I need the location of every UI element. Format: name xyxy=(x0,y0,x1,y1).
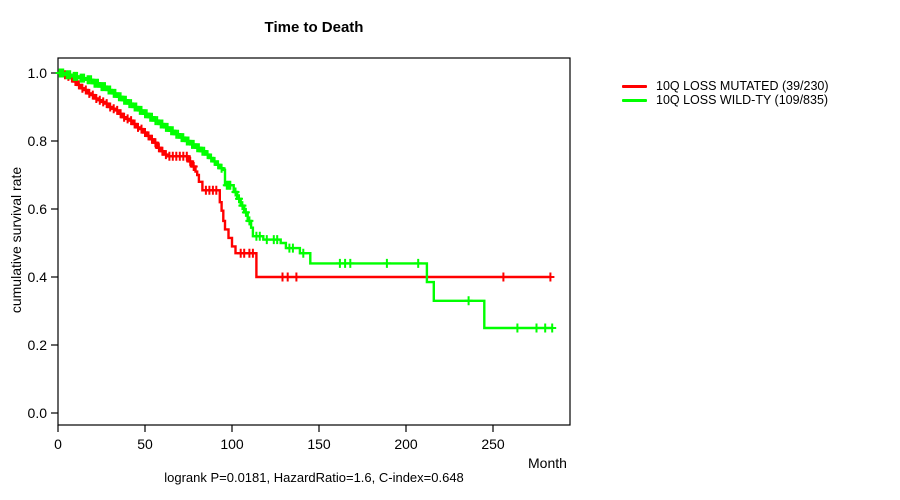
censor-mark-1 xyxy=(299,248,308,258)
legend-line-wildtype-icon xyxy=(622,98,647,102)
censor-mark-1 xyxy=(231,187,240,197)
x-tick-label: 150 xyxy=(307,436,331,452)
y-tick-label: 0.2 xyxy=(28,337,48,353)
y-tick-label: 0.0 xyxy=(28,405,48,421)
plot-frame xyxy=(57,57,571,426)
x-tick-label: 250 xyxy=(481,436,505,452)
censor-mark-0 xyxy=(212,185,221,195)
censor-mark-1 xyxy=(288,243,297,253)
censor-mark-1 xyxy=(464,296,473,306)
censor-mark-1 xyxy=(548,323,557,333)
censor-mark-1 xyxy=(414,258,423,268)
x-axis-label: Month xyxy=(528,455,567,471)
legend-item-mutated: 10Q LOSS MUTATED (39/230) xyxy=(622,79,829,93)
censor-mark-1 xyxy=(235,194,243,204)
censor-mark-1 xyxy=(273,235,282,245)
legend-label-wildtype: 10Q LOSS WILD-TY (109/835) xyxy=(656,93,829,107)
chart-title: Time to Death xyxy=(264,19,364,36)
censor-mark-1 xyxy=(541,323,550,333)
x-tick-label: 50 xyxy=(137,436,153,452)
censor-mark-1 xyxy=(262,235,271,245)
censor-mark-0 xyxy=(186,156,195,166)
censor-mark-0 xyxy=(248,248,257,258)
x-tick-label: 0 xyxy=(54,436,62,452)
y-tick-label: 1.0 xyxy=(28,65,48,81)
censor-mark-1 xyxy=(382,258,391,268)
y-tick-label: 0.4 xyxy=(28,269,48,285)
censor-mark-1 xyxy=(513,323,522,333)
x-tick-label: 200 xyxy=(394,436,418,452)
censor-mark-0 xyxy=(283,272,292,282)
censor-mark-0 xyxy=(546,272,555,282)
censor-mark-1 xyxy=(238,201,247,211)
censor-mark-0 xyxy=(182,151,191,161)
censor-mark-1 xyxy=(346,258,355,268)
stats-annotation: logrank P=0.0181, HazardRatio=1.6, C-ind… xyxy=(164,470,464,485)
censor-mark-1 xyxy=(255,231,264,241)
censor-mark-0 xyxy=(499,272,508,282)
censor-mark-1 xyxy=(245,216,254,226)
legend-item-wildtype: 10Q LOSS WILD-TY (109/835) xyxy=(622,93,829,107)
censor-mark-1 xyxy=(241,207,250,217)
y-tick-label: 0.8 xyxy=(28,133,48,149)
censor-mark-0 xyxy=(189,162,198,171)
censor-mark-1 xyxy=(226,180,235,190)
legend: 10Q LOSS MUTATED (39/230) 10Q LOSS WILD-… xyxy=(622,79,829,107)
y-tick-label: 0.6 xyxy=(28,201,48,217)
censor-mark-0 xyxy=(151,138,160,148)
censor-mark-1 xyxy=(532,323,541,333)
legend-line-mutated-icon xyxy=(622,84,647,88)
series-path-1 xyxy=(58,71,553,330)
censor-mark-1 xyxy=(217,163,226,173)
censor-mark-0 xyxy=(292,272,301,282)
x-tick-label: 100 xyxy=(220,436,244,452)
legend-label-mutated: 10Q LOSS MUTATED (39/230) xyxy=(656,79,829,93)
